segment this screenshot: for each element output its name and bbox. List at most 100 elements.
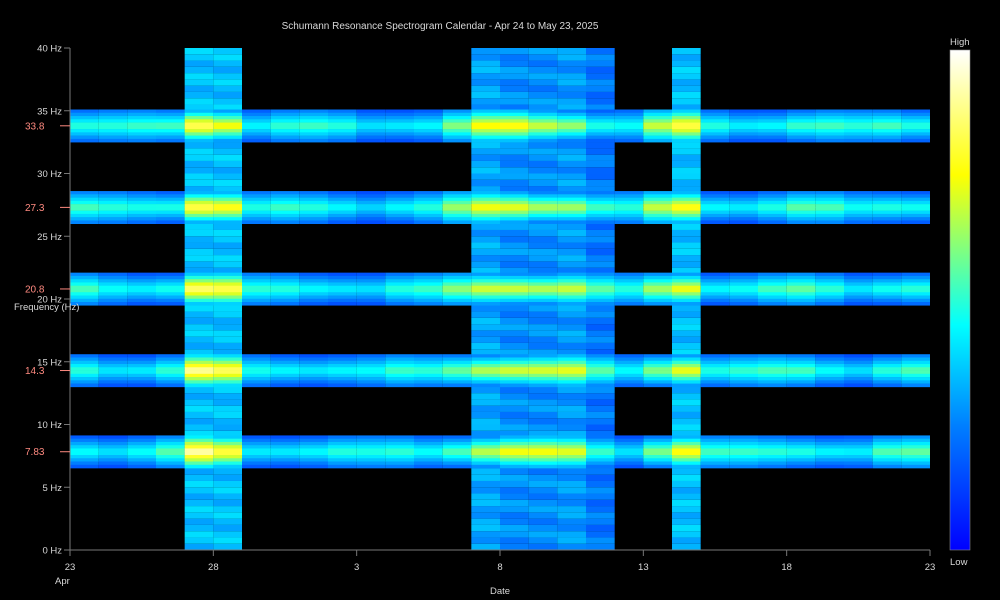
resonance-band-cell xyxy=(729,220,758,224)
resonance-band-cell xyxy=(270,125,300,130)
background-cell xyxy=(213,267,242,274)
resonance-band-cell xyxy=(356,200,386,205)
resonance-band-cell xyxy=(672,282,701,286)
resonance-band-cell xyxy=(872,461,902,466)
resonance-band-cell xyxy=(270,285,300,290)
background-cell xyxy=(184,73,214,80)
resonance-band-cell xyxy=(242,285,271,290)
resonance-band-cell xyxy=(815,458,844,462)
resonance-band-cell xyxy=(127,302,156,306)
resonance-band-cell xyxy=(70,285,99,290)
resonance-band-cell xyxy=(356,377,386,381)
resonance-band-cell xyxy=(299,298,328,303)
resonance-band-cell xyxy=(127,191,156,195)
resonance-band-cell xyxy=(557,295,586,300)
resonance-band-cell xyxy=(442,122,472,127)
resonance-band-cell xyxy=(184,292,214,296)
resonance-band-cell xyxy=(184,285,214,290)
resonance-band-cell xyxy=(299,112,328,117)
background-cell xyxy=(184,160,214,168)
resonance-band-cell xyxy=(528,279,558,283)
resonance-band-cell xyxy=(184,112,214,117)
resonance-band-cell xyxy=(557,298,586,303)
resonance-band-cell xyxy=(328,441,357,446)
day-column xyxy=(786,109,816,469)
background-cell xyxy=(500,179,529,187)
resonance-band-cell xyxy=(815,112,844,117)
resonance-band-cell xyxy=(98,200,128,205)
background-cell xyxy=(471,487,500,494)
resonance-band-cell xyxy=(672,438,701,443)
resonance-band-cell xyxy=(184,367,214,371)
resonance-band-cell xyxy=(872,464,902,469)
resonance-band-cell xyxy=(586,122,615,127)
resonance-band-cell xyxy=(557,279,586,283)
background-cell xyxy=(213,430,242,438)
resonance-band-cell xyxy=(844,445,873,449)
resonance-band-cell xyxy=(500,458,529,462)
resonance-band-cell xyxy=(184,377,214,381)
resonance-band-cell xyxy=(528,119,558,123)
resonance-band-cell xyxy=(70,210,99,215)
resonance-band-cell xyxy=(500,109,529,114)
resonance-band-cell xyxy=(70,298,99,303)
resonance-band-cell xyxy=(700,132,730,136)
day-column xyxy=(356,109,386,469)
resonance-band-cell xyxy=(786,220,816,224)
resonance-band-cell xyxy=(872,285,902,290)
resonance-band-cell xyxy=(500,207,529,211)
resonance-band-cell xyxy=(213,217,242,221)
resonance-band-cell xyxy=(242,364,271,368)
background-cell xyxy=(213,336,242,343)
background-cell xyxy=(586,506,615,513)
resonance-band-cell xyxy=(242,279,271,283)
resonance-band-cell xyxy=(471,116,500,120)
resonance-band-cell xyxy=(385,292,414,296)
resonance-band-cell xyxy=(70,380,99,384)
resonance-band-cell xyxy=(758,217,787,221)
resonance-band-cell xyxy=(643,132,672,136)
resonance-band-cell xyxy=(98,122,128,127)
resonance-band-cell xyxy=(414,200,443,205)
resonance-band-cell xyxy=(156,210,185,215)
background-cell xyxy=(500,142,529,149)
resonance-band-cell xyxy=(786,373,816,378)
background-cell xyxy=(184,493,214,500)
resonance-band-cell xyxy=(328,435,357,439)
resonance-band-cell xyxy=(270,458,300,462)
resonance-band-cell xyxy=(872,302,902,306)
resonance-band-cell xyxy=(385,441,414,446)
background-cell xyxy=(471,411,500,419)
resonance-band-cell xyxy=(557,282,586,286)
resonance-band-cell xyxy=(242,295,271,300)
resonance-band-cell xyxy=(758,210,787,215)
resonance-band-cell xyxy=(299,275,328,280)
background-cell xyxy=(471,474,500,481)
day-column xyxy=(700,109,730,469)
resonance-band-cell xyxy=(872,194,902,198)
resonance-band-cell xyxy=(385,210,414,215)
resonance-band-cell xyxy=(557,461,586,466)
resonance-band-cell xyxy=(385,295,414,300)
resonance-band-cell xyxy=(815,191,844,195)
resonance-band-cell xyxy=(70,282,99,286)
resonance-band-cell xyxy=(643,122,672,127)
resonance-band-cell xyxy=(586,458,615,462)
resonance-band-cell xyxy=(700,360,730,365)
resonance-band-cell xyxy=(156,354,185,358)
resonance-band-cell xyxy=(815,285,844,290)
resonance-band-cell xyxy=(414,461,443,466)
resonance-band-cell xyxy=(127,451,156,456)
background-cell xyxy=(471,305,500,312)
resonance-band-cell xyxy=(471,217,500,221)
resonance-band-cell xyxy=(442,458,472,462)
resonance-band-cell xyxy=(156,138,185,143)
resonance-band-cell xyxy=(557,464,586,469)
resonance-band-cell xyxy=(729,373,758,378)
background-cell xyxy=(500,148,529,155)
background-cell xyxy=(586,173,615,180)
resonance-band-cell xyxy=(270,292,300,296)
resonance-band-cell xyxy=(815,451,844,456)
resonance-band-cell xyxy=(786,377,816,381)
resonance-band-cell xyxy=(901,455,930,459)
